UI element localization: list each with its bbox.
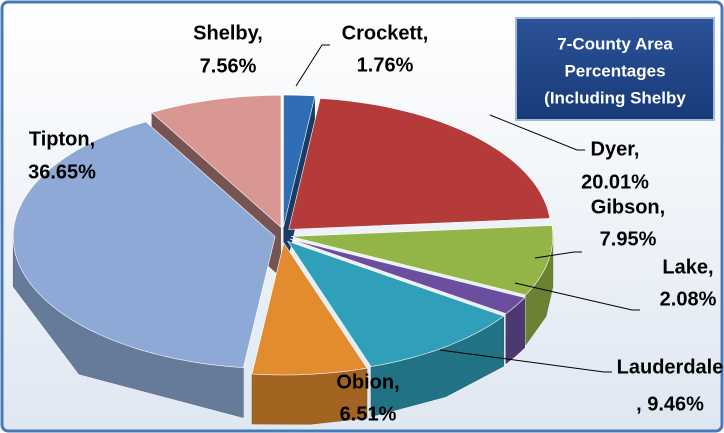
category-label: Dyer, [591, 138, 640, 160]
slice [12, 121, 276, 368]
slice [287, 240, 505, 367]
slice [150, 95, 282, 228]
chart-title: Percentages [564, 61, 665, 80]
category-label: Lake, [662, 256, 713, 278]
value-label: 2.08% [660, 288, 717, 310]
slice [289, 238, 526, 315]
category-label: Shelby, [193, 22, 263, 44]
slice [290, 225, 554, 296]
chart-title: (Including Shelby [544, 88, 686, 107]
category-label: Tipton, [29, 128, 95, 150]
value-label: 7.95% [600, 228, 657, 250]
category-label: Gibson, [591, 196, 665, 218]
value-label: 7.56% [200, 55, 257, 77]
labels: Crockett, 1.76% Dyer, 20.01% Gibson, 7.95%Lak… [28, 22, 723, 425]
leader-line [295, 44, 330, 87]
slice [251, 242, 368, 376]
category-label: Obion, [336, 371, 399, 393]
value-label: 6.51% [340, 403, 397, 425]
value-label: 1.76% [357, 54, 414, 76]
category-label: Lauderdale [617, 356, 724, 378]
title-box [515, 17, 715, 121]
slice [288, 98, 551, 230]
leader-line [514, 282, 640, 311]
slice [283, 94, 316, 228]
value-label: 36.65% [28, 161, 96, 183]
category-label: Crockett, [342, 22, 429, 44]
leader-line [534, 251, 582, 259]
value-label: , 9.46% [636, 393, 704, 415]
pie [12, 94, 554, 425]
leader-line [439, 349, 612, 373]
leader-line [489, 114, 585, 151]
value-label: 20.01% [581, 171, 649, 193]
chart-title: 7-County Area [557, 34, 673, 53]
